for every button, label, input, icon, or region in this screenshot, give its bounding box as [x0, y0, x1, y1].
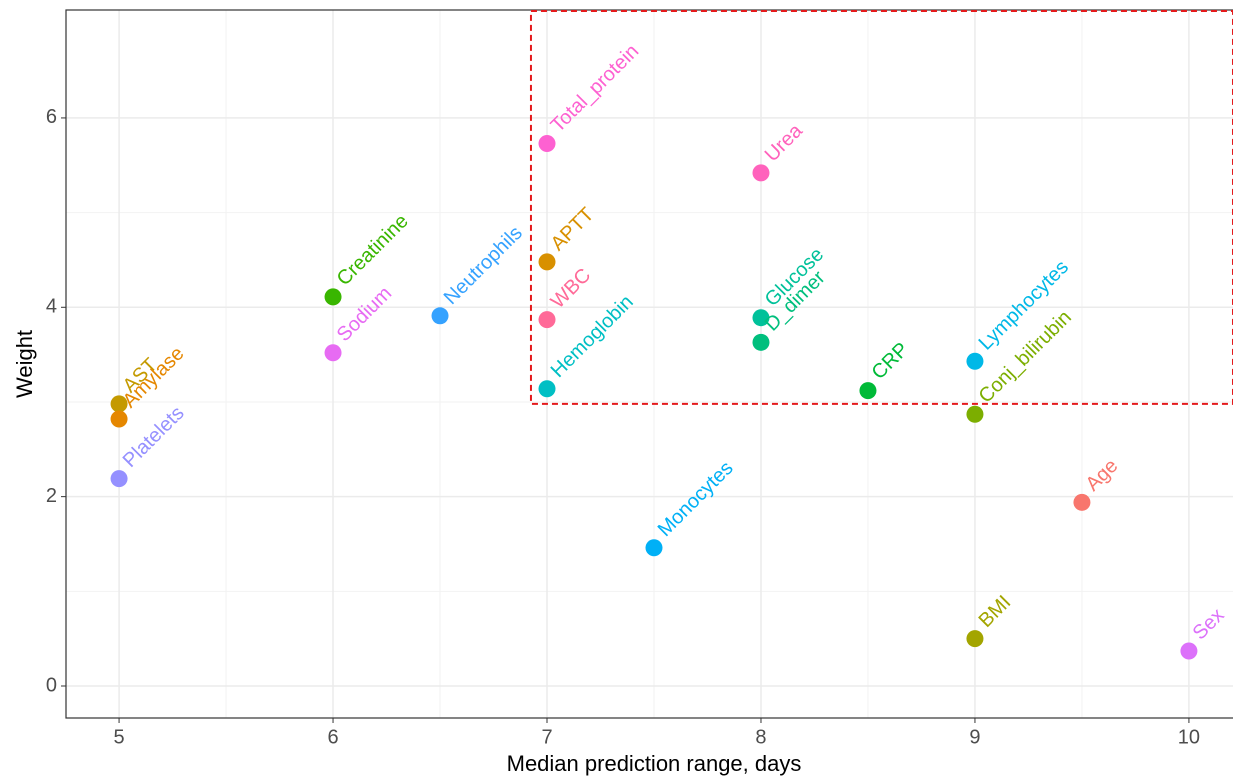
point — [431, 307, 449, 325]
point — [966, 405, 984, 423]
point — [324, 344, 342, 362]
point — [538, 134, 556, 152]
x-tick-label: 8 — [755, 726, 766, 748]
x-tick-label: 5 — [114, 726, 125, 748]
point — [538, 311, 556, 329]
plot-background — [66, 10, 1233, 718]
x-axis-title: Median prediction range, days — [507, 751, 802, 776]
point — [110, 410, 128, 428]
y-tick-label: 2 — [46, 485, 57, 507]
y-tick-label: 0 — [46, 674, 57, 696]
x-tick-label: 10 — [1178, 726, 1200, 748]
point — [752, 333, 770, 351]
point — [752, 164, 770, 182]
y-axis-title: Weight — [12, 330, 37, 398]
point — [1180, 642, 1198, 660]
y-tick-label: 6 — [46, 106, 57, 128]
highlight-box — [529, 9, 1233, 405]
panel-border — [65, 9, 1233, 719]
y-tick-label: 4 — [46, 296, 57, 318]
point — [966, 630, 984, 648]
point — [859, 382, 877, 400]
x-tick-label: 7 — [541, 726, 552, 748]
point — [110, 395, 128, 413]
point — [966, 352, 984, 370]
point — [1073, 493, 1091, 511]
point — [110, 470, 128, 488]
point — [752, 309, 770, 327]
point — [645, 539, 663, 557]
point — [324, 288, 342, 306]
point — [538, 380, 556, 398]
point — [538, 253, 556, 271]
x-tick-label: 9 — [969, 726, 980, 748]
x-tick-label: 6 — [327, 726, 338, 748]
